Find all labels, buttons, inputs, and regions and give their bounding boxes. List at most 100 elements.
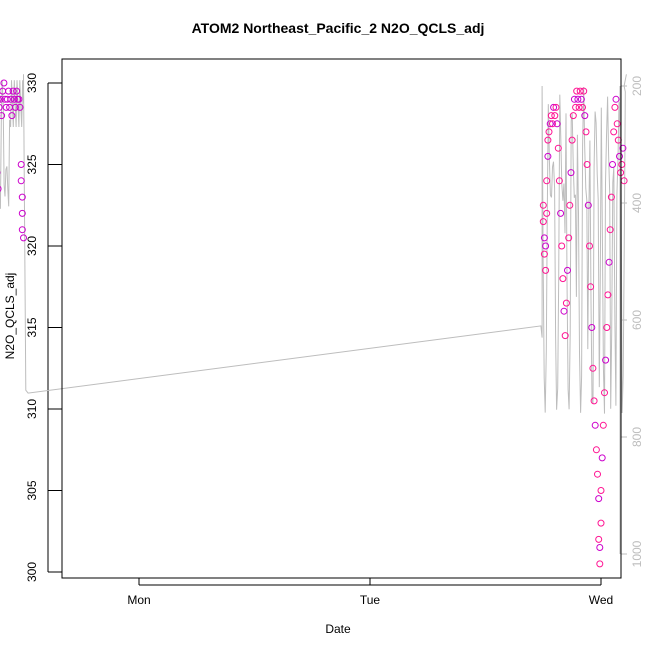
data-point [577,95,585,103]
data-point [0,112,6,120]
data-point [0,79,8,87]
x-tick-label: Mon [127,593,150,607]
y-tick-label: 330 [25,73,39,93]
data-point [610,128,618,136]
y-tick-label-right: 200 [630,76,644,96]
data-point [606,226,614,234]
chart-title: ATOM2 Northeast_Pacific_2 N2O_QCLS_adj [192,20,485,36]
data-point [560,307,568,315]
plot-area [0,74,628,568]
data-point [554,144,562,152]
data-point [545,128,553,136]
data-point [551,112,559,120]
data-point [2,103,10,111]
data-point [0,96,2,103]
y-axis-right: 200 400 600 800 1000 [619,76,644,567]
data-point [601,389,608,397]
y-axis-label: N2O_QCLS_adj [3,273,17,360]
data-point [584,201,592,209]
y-tick-label: 305 [25,480,39,500]
data-point [591,421,599,429]
data-point [607,193,615,201]
data-point [590,397,598,405]
data-point [557,209,565,217]
data-point [540,250,548,258]
data-point [11,103,19,111]
plot-frame [61,58,622,579]
data-point [550,103,558,111]
x-axis: Mon Tue Wed [127,578,613,607]
y-tick-label-right: 400 [630,193,644,213]
data-point [594,470,601,478]
data-point [8,112,16,120]
data-point [616,152,623,160]
y-tick-label: 325 [25,154,39,174]
data-point [544,136,552,144]
data-point [583,161,591,168]
y-tick-label-right: 1000 [630,540,644,567]
data-point [576,87,584,95]
data-point [579,103,586,111]
data-point [539,218,547,226]
data-point [575,103,583,111]
data-points [0,79,628,568]
data-point [539,201,547,209]
data-point [620,177,628,185]
data-point [544,152,552,160]
x-axis-label: Date [325,622,351,636]
data-point [18,226,26,234]
data-point [552,103,560,111]
data-point [16,103,24,111]
data-point [543,209,551,217]
data-point [596,560,604,568]
data-point [597,519,605,527]
data-point [0,95,4,103]
x-tick-label: Wed [589,593,613,607]
y-tick-label: 315 [25,317,39,337]
data-point [603,324,611,331]
data-point [10,95,18,103]
data-point [0,185,2,192]
data-point [589,364,597,372]
data-point [555,177,563,185]
data-point [542,266,550,274]
data-point [565,234,573,242]
data-point [582,128,590,136]
data-point [568,136,576,144]
data-point [20,234,27,242]
data-point [566,201,574,209]
data-point [0,103,3,111]
altitude-line [0,74,627,414]
data-point [9,87,17,95]
data-point [5,87,12,95]
data-point [609,161,616,168]
data-point [570,95,578,103]
y-tick-label: 310 [25,399,39,419]
data-point [592,446,600,454]
data-point [611,103,619,111]
data-point [18,209,26,217]
data-point [562,299,570,307]
data-point [13,87,21,95]
data-point [572,103,580,111]
data-point [3,95,11,103]
data-point [598,454,606,462]
y-tick-label: 300 [25,562,39,582]
data-point [595,495,603,503]
y-tick-label-right: 600 [630,310,644,330]
data-point [543,177,551,185]
data-point [547,112,555,120]
data-point [18,193,26,201]
data-point [561,332,569,340]
data-point [581,112,589,120]
data-point [618,161,626,168]
data-point [573,87,581,95]
y-axis-left: 300 305 310 315 320 325 330 [25,73,62,582]
data-point [595,535,603,543]
data-point [15,95,23,103]
data-point [540,234,548,242]
data-point [602,356,610,364]
data-point [588,324,596,331]
data-point [549,120,556,128]
